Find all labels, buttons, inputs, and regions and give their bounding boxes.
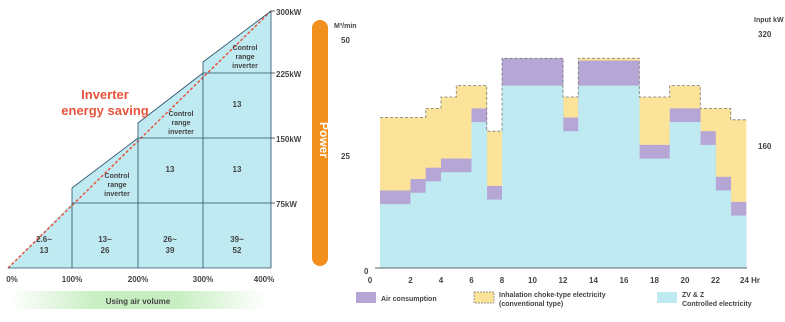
x-tick-label: 18	[650, 276, 659, 285]
y-right-tick-320: 320	[758, 30, 772, 39]
daily-profile-chart: 0 2 4 6 8 10 12 14 16 18 20 22 24 Hr 0 M³/min 50 25 I…	[334, 17, 784, 308]
conventional-outline-path	[380, 57, 746, 132]
x-tick-label: 10	[528, 276, 537, 285]
x-tick-label-300: 300%	[193, 275, 213, 284]
x-tick-label: 6	[469, 276, 474, 285]
cell-label-2-line1: 13~	[98, 235, 112, 244]
legend-label-controlled-line2: Controlled electricity	[682, 301, 752, 308]
controlled-electricity-bar	[654, 158, 671, 268]
controlled-electricity-bar	[486, 199, 503, 268]
control-label-2-line3: inverter	[168, 129, 194, 136]
cell-label-4-line1: 39~	[230, 235, 244, 244]
power-label: Power	[317, 122, 331, 158]
legend-label-controlled-line1: ZV & Z	[682, 292, 705, 299]
control-label-1-line2: range	[107, 182, 126, 189]
x-tick-label: 2	[408, 276, 413, 285]
controlled-electricity-bar	[639, 158, 655, 268]
controlled-electricity-bar	[593, 85, 610, 268]
controlled-electricity-bar	[456, 172, 472, 268]
controlled-electricity-bar	[425, 181, 442, 268]
y-right-label: Input kW	[754, 17, 784, 24]
control-label-1-line3: inverter	[104, 191, 130, 198]
cell-label-1-line1: 2.6~	[36, 235, 52, 244]
controlled-electricity-bar	[578, 85, 594, 268]
x-tick-label: 14	[589, 276, 598, 285]
controlled-electricity-bar	[517, 85, 533, 268]
controlled-electricity-bar	[715, 190, 732, 268]
legend-swatch-controlled	[657, 292, 677, 303]
cell-label-1-line2: 13	[40, 246, 49, 255]
x-tick-label: 24 Hr	[740, 276, 760, 285]
bars	[380, 58, 747, 269]
energy-saving-label-line2: energy saving	[61, 103, 148, 118]
legend-label-conventional-line1: Inhalation choke-type electricity	[499, 292, 606, 299]
controlled-electricity-bar	[669, 122, 686, 268]
cell-label-r2c4: 13	[233, 165, 242, 174]
controlled-electricity-bar	[395, 204, 411, 268]
cell-label-3-line1: 26~	[163, 235, 177, 244]
y-right-tick-160: 160	[758, 142, 772, 151]
legend-swatch-conventional	[473, 291, 495, 304]
controlled-electricity-bar	[547, 85, 564, 268]
y-tick-label-300: 300kW	[276, 8, 302, 17]
legend-label-air: Air consumption	[381, 296, 437, 303]
y-tick-label-150: 150kW	[276, 135, 302, 144]
controlled-electricity-bar	[608, 85, 625, 268]
cell-label-3-line2: 39	[166, 246, 175, 255]
control-label-3-line1: Control	[233, 45, 258, 52]
energy-saving-boundary	[7, 10, 272, 269]
controlled-electricity-bar	[730, 215, 747, 268]
cell-label-r2c3: 13	[166, 165, 175, 174]
y-left-tick-50: 50	[341, 36, 350, 45]
x-tick-label: 20	[681, 276, 690, 285]
control-label-1-line1: Control	[105, 173, 130, 180]
step-grid	[8, 10, 272, 269]
x-tick-label: 0	[368, 276, 373, 285]
y-left-tick-0: 0	[364, 267, 369, 276]
x-tick-label-200: 200%	[128, 275, 148, 284]
y-left-tick-25: 25	[341, 152, 350, 161]
x-tick-label-400: 400%	[254, 275, 274, 284]
controlled-electricity-bar	[502, 85, 518, 268]
x-tick-label-0: 0%	[6, 275, 18, 284]
controlled-electricity-bar	[700, 144, 716, 268]
legend: Air consumption Inhalation choke-type el…	[356, 291, 752, 308]
controlled-electricity-bar	[410, 192, 427, 268]
inverter-power-chart: Inverter energy saving Control range inv…	[6, 8, 331, 309]
legend-swatch-air	[356, 292, 376, 303]
controlled-electricity-bar	[563, 131, 579, 268]
cell-label-2-line2: 26	[101, 246, 110, 255]
x-tick-label: 8	[500, 276, 505, 285]
controlled-electricity-bar	[685, 122, 701, 268]
cell-label-r3c3: 13	[233, 100, 242, 109]
control-label-2-line2: range	[171, 120, 190, 127]
legend-label-conventional-line2: (conventional type)	[499, 301, 563, 308]
control-label-2-line1: Control	[169, 111, 194, 118]
controlled-electricity-bar	[471, 122, 488, 268]
controlled-electricity-bar	[532, 85, 549, 268]
y-tick-label-75: 75kW	[276, 200, 297, 209]
controlled-electricity-bar	[624, 85, 640, 268]
controlled-electricity-bar	[380, 204, 396, 268]
x-tick-label: 4	[439, 276, 444, 285]
control-label-3-line3: inverter	[232, 63, 258, 70]
cell-label-4-line2: 52	[233, 246, 242, 255]
power-bar	[312, 20, 328, 266]
x-axis-title: Using air volume	[106, 297, 171, 306]
energy-saving-label-line1: Inverter	[81, 87, 129, 102]
x-ticks: 0 2 4 6 8 10 12 14 16 18 20 22 24 Hr 0	[364, 267, 760, 285]
x-tick-label-100: 100%	[62, 275, 82, 284]
conventional-outline	[380, 57, 746, 132]
y-tick-label-225: 225kW	[276, 70, 302, 79]
y-left-label: M³/min	[334, 23, 357, 30]
y-tick-marks	[271, 10, 275, 204]
x-tick-label: 22	[711, 276, 720, 285]
air-volume-bar	[10, 291, 266, 309]
x-tick-label: 16	[620, 276, 629, 285]
controlled-electricity-bar	[441, 172, 457, 268]
x-tick-label: 12	[559, 276, 568, 285]
control-label-3-line2: range	[235, 54, 254, 61]
